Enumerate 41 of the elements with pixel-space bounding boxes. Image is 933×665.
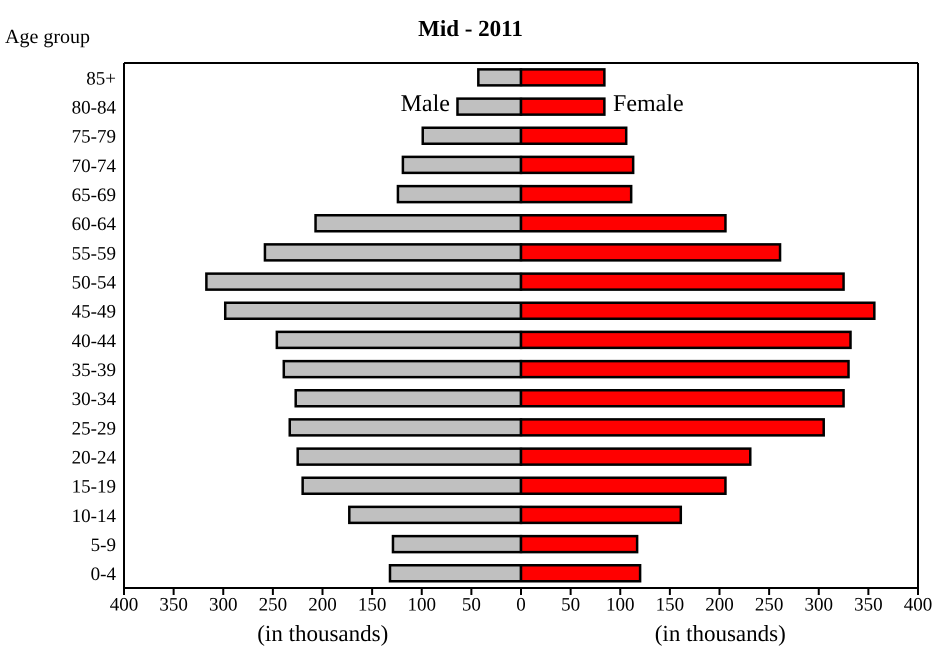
x-tick-label: 150 (358, 594, 386, 616)
y-tick-label: 0-4 (90, 564, 116, 586)
x-tick-label: 350 (159, 594, 188, 616)
x-tick-label: 400 (110, 594, 138, 616)
x-tick-label: 300 (804, 594, 833, 616)
y-tick-label: 40-44 (72, 330, 116, 352)
y-tick-label: 75-79 (72, 126, 116, 148)
y-tick-label: 5-9 (90, 534, 116, 556)
x-tick-label: 0 (516, 594, 526, 616)
y-tick-label: 70-74 (72, 156, 116, 177)
y-tick-label: 65-69 (72, 184, 116, 206)
y-tick-label: 35-39 (72, 360, 116, 381)
x-axis-title: (in thousands) (256, 621, 390, 647)
x-tick-label: 300 (209, 594, 238, 616)
series-label: Female (612, 90, 684, 118)
y-tick-label: 20-24 (72, 447, 116, 468)
x-tick-label: 200 (308, 594, 337, 616)
x-tick-label: 250 (754, 594, 784, 616)
x-tick-label: 150 (656, 594, 684, 616)
y-tick-label: 15-19 (72, 476, 116, 498)
x-tick-label: 100 (408, 594, 436, 616)
y-tick-label: 30-34 (72, 389, 116, 410)
x-tick-label: 250 (258, 594, 288, 616)
x-tick-label: 50 (462, 594, 481, 616)
y-tick-label: 10-14 (72, 506, 116, 527)
y-tick-label: 45-49 (72, 302, 116, 323)
series-label: Male (400, 90, 450, 118)
y-tick-label: 85+ (86, 68, 116, 90)
text: (in thousands) (654, 621, 786, 646)
chart-title: Mid - 2011 (418, 16, 523, 41)
x-tick-label: 100 (606, 594, 634, 616)
y-tick-label: 55-59 (72, 243, 116, 264)
x-tick-label: 350 (854, 594, 883, 616)
x-tick-label: 50 (561, 594, 580, 616)
x-tick-label: 400 (904, 594, 932, 616)
y-tick-label: 80-84 (72, 97, 116, 118)
x-tick-label: 200 (705, 594, 734, 616)
y-tick-label: 50-54 (72, 272, 116, 294)
y-tick-label: 60-64 (72, 214, 116, 236)
y-axis-title: Age group (5, 26, 90, 49)
y-tick-label: 25-29 (72, 418, 116, 440)
